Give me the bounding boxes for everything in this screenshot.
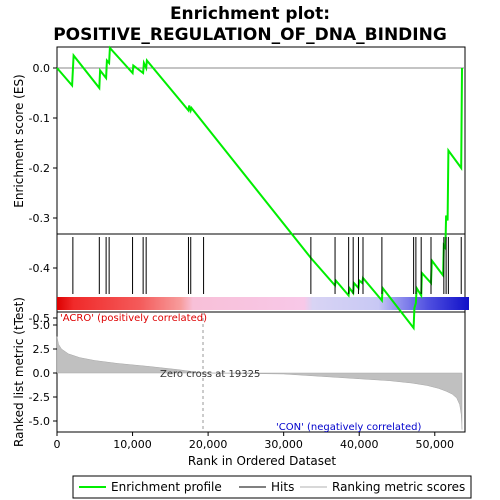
x-tick-label: 30,000 [264,438,303,451]
positive-correlation-label: 'ACRO' (positively correlated) [60,313,207,324]
x-axis-title: Rank in Ordered Dataset [188,454,336,468]
metric-axis-title: Ranked list metric (tTest) [12,297,26,447]
es-tick-label: -0.1 [29,112,50,125]
legend-box [72,475,472,499]
es-tick-label: -0.5 [29,312,50,325]
x-tick-label: 40,000 [340,438,379,451]
es-panel [56,46,466,235]
legend-profile-label: Enrichment profile [111,480,222,494]
metric-tick-label: 0.0 [33,367,51,380]
es-tick-label: 0.0 [33,62,51,75]
x-tick-label: 0 [54,438,61,451]
es-tick-label: -0.4 [29,262,50,275]
x-tick-label: 50,000 [416,438,455,451]
legend-hits-label: Hits [271,480,294,494]
es-tick-label: -0.3 [29,212,50,225]
metric-tick-label: 5.0 [33,319,51,332]
x-tick-label: 10,000 [113,438,152,451]
chart-title-line1: Enrichment plot: [170,4,330,24]
legend-metric-label: Ranking metric scores [332,480,465,494]
legend: Enrichment profile Hits Ranking metric s… [72,475,472,499]
metric-tick-label: 2.5 [33,343,51,356]
chart-title-line2: POSITIVE_REGULATION_OF_DNA_BINDING [53,25,447,45]
negative-correlation-label: 'CON' (negatively correlated) [276,422,421,433]
rank-color-bar [57,297,469,310]
x-tick-label: 20,000 [189,438,228,451]
ranking-metric-area [56,336,463,430]
zero-cross-label: Zero cross at 19325 [160,369,260,380]
es-axis-title: Enrichment score (ES) [12,74,26,207]
metric-tick-label: -5.0 [29,415,50,428]
es-tick-label: -0.2 [29,162,50,175]
metric-tick-label: -2.5 [29,391,50,404]
enrichment-profile-line [56,45,463,331]
